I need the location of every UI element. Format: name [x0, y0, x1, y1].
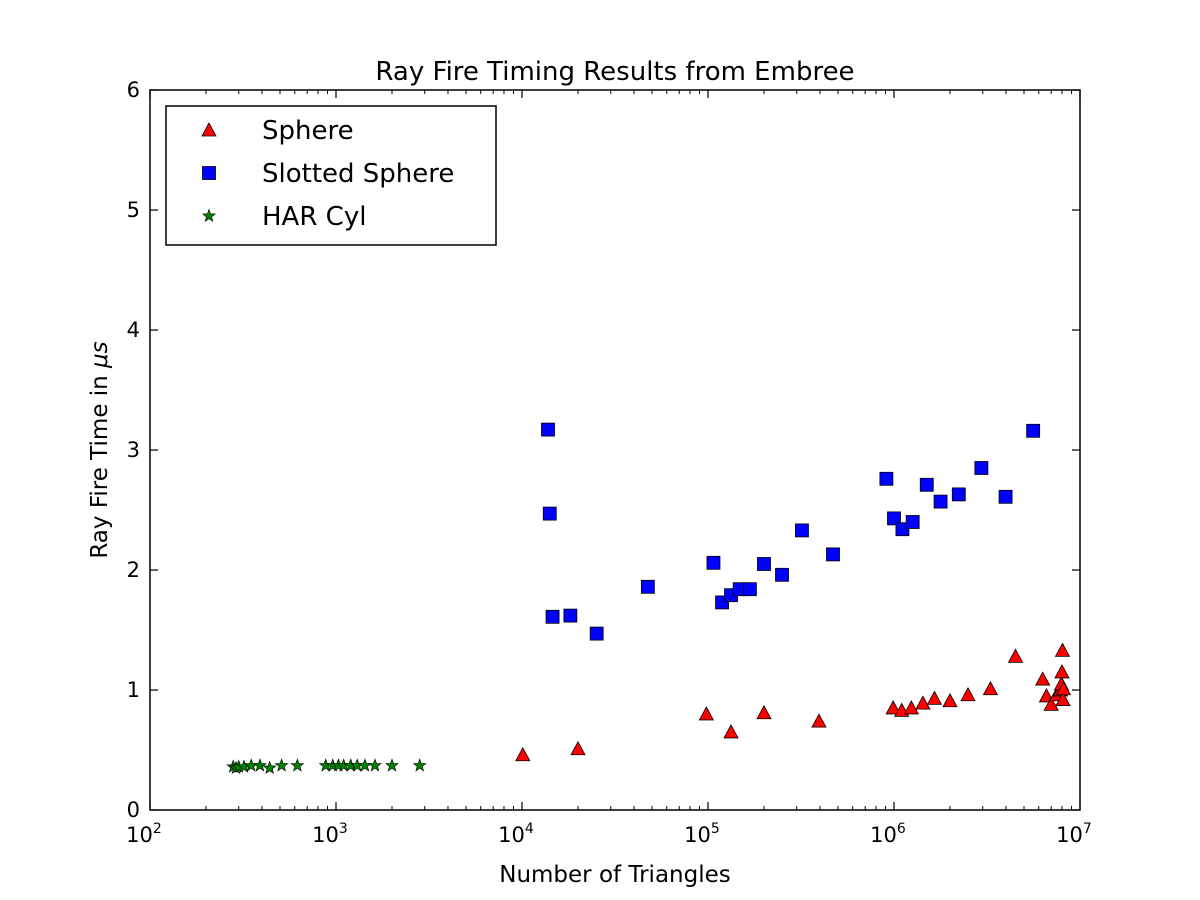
square-point — [706, 555, 721, 570]
star-point — [274, 758, 289, 772]
triangle-point — [903, 700, 920, 715]
square-point — [895, 522, 910, 537]
y-axis-label: Ray Fire Time in μs — [87, 341, 113, 558]
legend-triangle-marker — [201, 122, 217, 137]
star-point — [290, 758, 305, 772]
legend-label: HAR Cyl — [262, 202, 366, 232]
legend-label: Sphere — [262, 116, 354, 146]
x-tick-exponent: 5 — [711, 821, 720, 837]
series-slotted-sphere — [541, 422, 1041, 641]
triangle-point — [723, 724, 739, 739]
square-point — [933, 494, 948, 509]
y-tick-label: 1 — [127, 678, 140, 702]
x-tick-exponent: 6 — [897, 821, 906, 837]
square-point — [743, 582, 757, 597]
square-point — [826, 547, 840, 562]
square-point — [542, 506, 557, 521]
square-point — [795, 523, 809, 538]
y-tick-label: 0 — [127, 798, 140, 822]
star-point — [384, 758, 399, 772]
square-point — [775, 567, 789, 582]
triangle-point — [756, 704, 772, 720]
y-tick-label: 6 — [127, 78, 140, 102]
triangle-point — [698, 706, 715, 721]
axis-ticks — [149, 89, 1081, 811]
square-point — [951, 487, 966, 502]
series-har-cyl — [226, 758, 427, 774]
chart-title: Ray Fire Timing Results from Embree — [375, 57, 854, 87]
legend: Sphere Slotted Sphere HAR Cyl — [165, 105, 497, 246]
triangle-point — [811, 713, 827, 728]
y-tick-label: 5 — [127, 198, 140, 222]
x-tick-label: 107 — [1056, 821, 1092, 847]
triangle-point — [570, 740, 586, 756]
square-point — [998, 489, 1013, 504]
x-axis-tick-labels: 102 103 104 105 106 107 — [126, 821, 1092, 847]
triangle-point — [960, 686, 976, 702]
x-tick-exponent: 3 — [339, 821, 348, 837]
y-axis-label-unit: μs — [87, 341, 113, 369]
square-point — [541, 422, 555, 437]
series-sphere — [515, 642, 1072, 762]
triangle-point — [1035, 671, 1051, 686]
square-point — [887, 511, 901, 526]
legend-star-marker — [201, 208, 217, 222]
x-tick-base: 10 — [126, 823, 153, 847]
x-tick-base: 10 — [1056, 823, 1083, 847]
star-point — [262, 760, 277, 774]
x-tick-label: 102 — [126, 821, 162, 847]
x-tick-label: 106 — [870, 821, 906, 847]
square-point — [757, 557, 771, 571]
square-point — [974, 461, 989, 475]
y-axis-label-prefix: Ray Fire Time in — [87, 368, 113, 559]
y-axis-tick-labels: 0 1 2 3 4 5 6 — [127, 78, 140, 822]
triangle-point — [1054, 642, 1071, 657]
y-tick-label: 3 — [127, 438, 140, 462]
triangle-point — [915, 695, 931, 710]
star-point — [367, 758, 382, 772]
y-tick-label: 4 — [127, 318, 140, 342]
triangle-point — [1055, 680, 1072, 696]
x-tick-base: 10 — [312, 823, 339, 847]
x-tick-exponent: 7 — [1083, 821, 1092, 837]
triangle-point — [942, 692, 958, 708]
x-tick-base: 10 — [498, 823, 525, 847]
square-point — [563, 608, 578, 623]
triangle-point — [885, 700, 901, 715]
triangle-point — [926, 690, 943, 705]
x-tick-base: 10 — [684, 823, 711, 847]
legend-square-marker — [202, 166, 216, 180]
square-point — [879, 471, 894, 486]
triangle-point — [1007, 648, 1024, 663]
square-point — [545, 609, 560, 624]
square-point — [640, 579, 655, 594]
x-tick-label: 103 — [312, 821, 348, 847]
star-point — [412, 758, 427, 772]
triangle-point — [1038, 688, 1055, 703]
x-tick-label: 104 — [498, 821, 534, 847]
y-tick-label: 2 — [127, 558, 140, 582]
square-point — [919, 477, 934, 492]
legend-label: Slotted Sphere — [262, 159, 454, 189]
triangle-point — [1043, 696, 1059, 711]
triangle-point — [982, 680, 999, 696]
x-tick-base: 10 — [870, 823, 897, 847]
legend-box — [165, 105, 497, 246]
square-point — [1026, 423, 1041, 438]
data-series — [226, 422, 1072, 774]
triangle-point — [515, 746, 531, 762]
square-point — [905, 515, 920, 529]
x-tick-label: 105 — [684, 821, 720, 847]
square-point — [589, 626, 604, 641]
x-tick-exponent: 2 — [153, 821, 162, 837]
triangle-point — [1054, 664, 1070, 679]
x-axis-label: Number of Triangles — [499, 862, 731, 888]
x-tick-exponent: 4 — [525, 821, 534, 837]
star-point — [252, 758, 267, 772]
triangle-point — [1055, 691, 1071, 706]
